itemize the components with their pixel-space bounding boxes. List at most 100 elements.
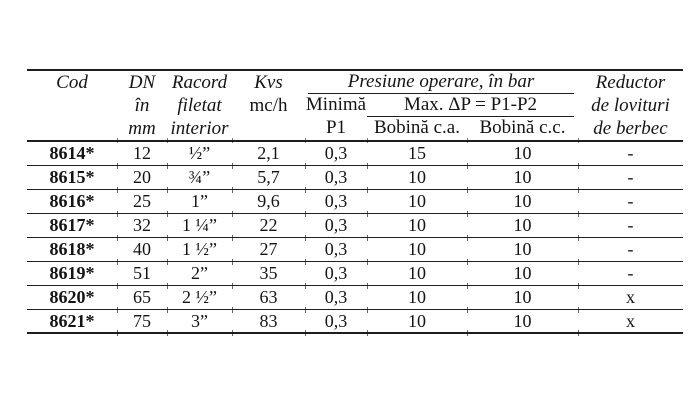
cell-reductor: - [577, 138, 683, 169]
cell-reductor: - [577, 166, 683, 193]
cell-bobina-ca: 15 [366, 138, 467, 169]
cell-p1: 0,3 [304, 286, 367, 313]
header-dn-line2: în [134, 95, 150, 116]
header-reductor-line2: de lovituri [591, 95, 670, 116]
table-header: Cod DN în mm Racord filetat interior Kvs… [27, 69, 683, 142]
table-row: 8614* 12 ½” 2,1 0,3 15 10 - [27, 138, 683, 169]
header-p1: P1 [325, 117, 347, 138]
cell-dn: 32 [116, 214, 167, 241]
cell-bobina-cc: 10 [466, 238, 578, 265]
header-reductor-line3: de berbec [593, 118, 668, 139]
cell-p1: 0,3 [304, 214, 367, 241]
header-presiune-mid: Minimă Max. ΔP = P1-P2 [305, 94, 578, 117]
header-cod: Cod [27, 71, 117, 140]
cell-p1: 0,3 [304, 238, 367, 265]
cell-racord: 2 ½” [166, 286, 232, 313]
header-bobina-ca: Bobină c.a. [373, 117, 460, 138]
header-kvs-unit: mc/h [249, 95, 288, 116]
cell-racord: ½” [166, 138, 232, 169]
cell-kvs: 83 [231, 310, 305, 336]
header-reductor-line1: Reductor [595, 72, 666, 93]
cell-bobina-cc: 10 [466, 138, 578, 169]
cell-racord: 2” [166, 262, 232, 289]
table-row: 8616* 25 1” 9,6 0,3 10 10 - [27, 190, 683, 217]
cell-bobina-ca: 10 [366, 214, 467, 241]
cell-kvs: 5,7 [231, 166, 305, 193]
table-row: 8619* 51 2” 35 0,3 10 10 - [27, 262, 683, 289]
cell-cod: 8617* [49, 215, 95, 235]
cell-racord: 1 ½” [166, 238, 232, 265]
table-row: 8617* 32 1 ¼” 22 0,3 10 10 - [27, 214, 683, 241]
cell-dn: 75 [116, 310, 167, 336]
table-row: 8615* 20 ¾” 5,7 0,3 10 10 - [27, 166, 683, 193]
header-reductor: Reductor de lovituri de berbec [578, 71, 683, 140]
cell-bobina-ca: 10 [366, 190, 467, 217]
cell-cod: 8619* [49, 263, 95, 283]
header-presiune-title: Presiune operare, în bar [308, 71, 574, 94]
table-row: 8620* 65 2 ½” 63 0,3 10 10 x [27, 286, 683, 313]
cell-bobina-ca: 10 [366, 238, 467, 265]
cell-reductor: - [577, 238, 683, 265]
cell-kvs: 2,1 [231, 138, 305, 169]
cell-p1: 0,3 [304, 166, 367, 193]
cell-p1: 0,3 [304, 190, 367, 217]
cell-bobina-cc: 10 [466, 262, 578, 289]
cell-dn: 20 [116, 166, 167, 193]
cell-racord: 1 ¼” [166, 214, 232, 241]
cell-cod: 8621* [49, 311, 95, 331]
cell-cod: 8616* [49, 191, 95, 211]
header-presiune-bottom: P1 Bobină c.a. Bobină c.c. [305, 117, 578, 140]
header-dn-line1: DN [128, 72, 156, 93]
cell-p1: 0,3 [304, 262, 367, 289]
header-racord: Racord filetat interior [167, 71, 232, 140]
cell-dn: 65 [116, 286, 167, 313]
cell-bobina-ca: 10 [366, 310, 467, 336]
cell-dn: 51 [116, 262, 167, 289]
cell-kvs: 35 [231, 262, 305, 289]
cell-bobina-ca: 10 [366, 262, 467, 289]
cell-bobina-cc: 10 [466, 286, 578, 313]
table-row: 8618* 40 1 ½” 27 0,3 10 10 - [27, 238, 683, 265]
header-dn-line3: mm [128, 118, 156, 139]
cell-bobina-cc: 10 [466, 214, 578, 241]
header-racord-line1: Racord [171, 72, 228, 93]
cell-reductor: x [577, 286, 683, 313]
cell-reductor: - [577, 190, 683, 217]
cell-racord: 1” [166, 190, 232, 217]
header-kvs-label: Kvs [254, 72, 283, 93]
cell-cod: 8618* [49, 239, 95, 259]
header-cod-label: Cod [56, 72, 88, 93]
cell-dn: 25 [116, 190, 167, 217]
header-minima: Minimă [305, 94, 367, 115]
cell-dn: 40 [116, 238, 167, 265]
cell-racord: 3” [166, 310, 232, 336]
cell-bobina-cc: 10 [466, 166, 578, 193]
cell-p1: 0,3 [304, 138, 367, 169]
cell-kvs: 22 [231, 214, 305, 241]
cell-racord: ¾” [166, 166, 232, 193]
cell-bobina-cc: 10 [466, 190, 578, 217]
cell-cod: 8614* [49, 143, 95, 163]
cell-cod: 8615* [49, 167, 95, 187]
header-presiune-group: Presiune operare, în bar Minimă Max. ΔP … [305, 71, 578, 140]
valve-spec-table: Cod DN în mm Racord filetat interior Kvs… [27, 69, 683, 336]
cell-reductor: - [577, 214, 683, 241]
header-bobina-cc: Bobină c.c. [479, 117, 566, 138]
header-dn: DN în mm [117, 71, 167, 140]
header-racord-line2: filetat [177, 95, 222, 116]
cell-bobina-cc: 10 [466, 310, 578, 336]
cell-dn: 12 [116, 138, 167, 169]
cell-bobina-ca: 10 [366, 286, 467, 313]
cell-reductor: - [577, 262, 683, 289]
cell-p1: 0,3 [304, 310, 367, 336]
header-kvs: Kvs mc/h [232, 71, 305, 140]
header-racord-line3: interior [170, 118, 229, 139]
cell-kvs: 27 [231, 238, 305, 265]
table-row: 8621* 75 3” 83 0,3 10 10 x [27, 310, 683, 336]
cell-cod: 8620* [49, 287, 95, 307]
cell-kvs: 9,6 [231, 190, 305, 217]
cell-reductor: x [577, 310, 683, 336]
cell-kvs: 63 [231, 286, 305, 313]
header-max-dp: Max. ΔP = P1-P2 [367, 94, 574, 117]
